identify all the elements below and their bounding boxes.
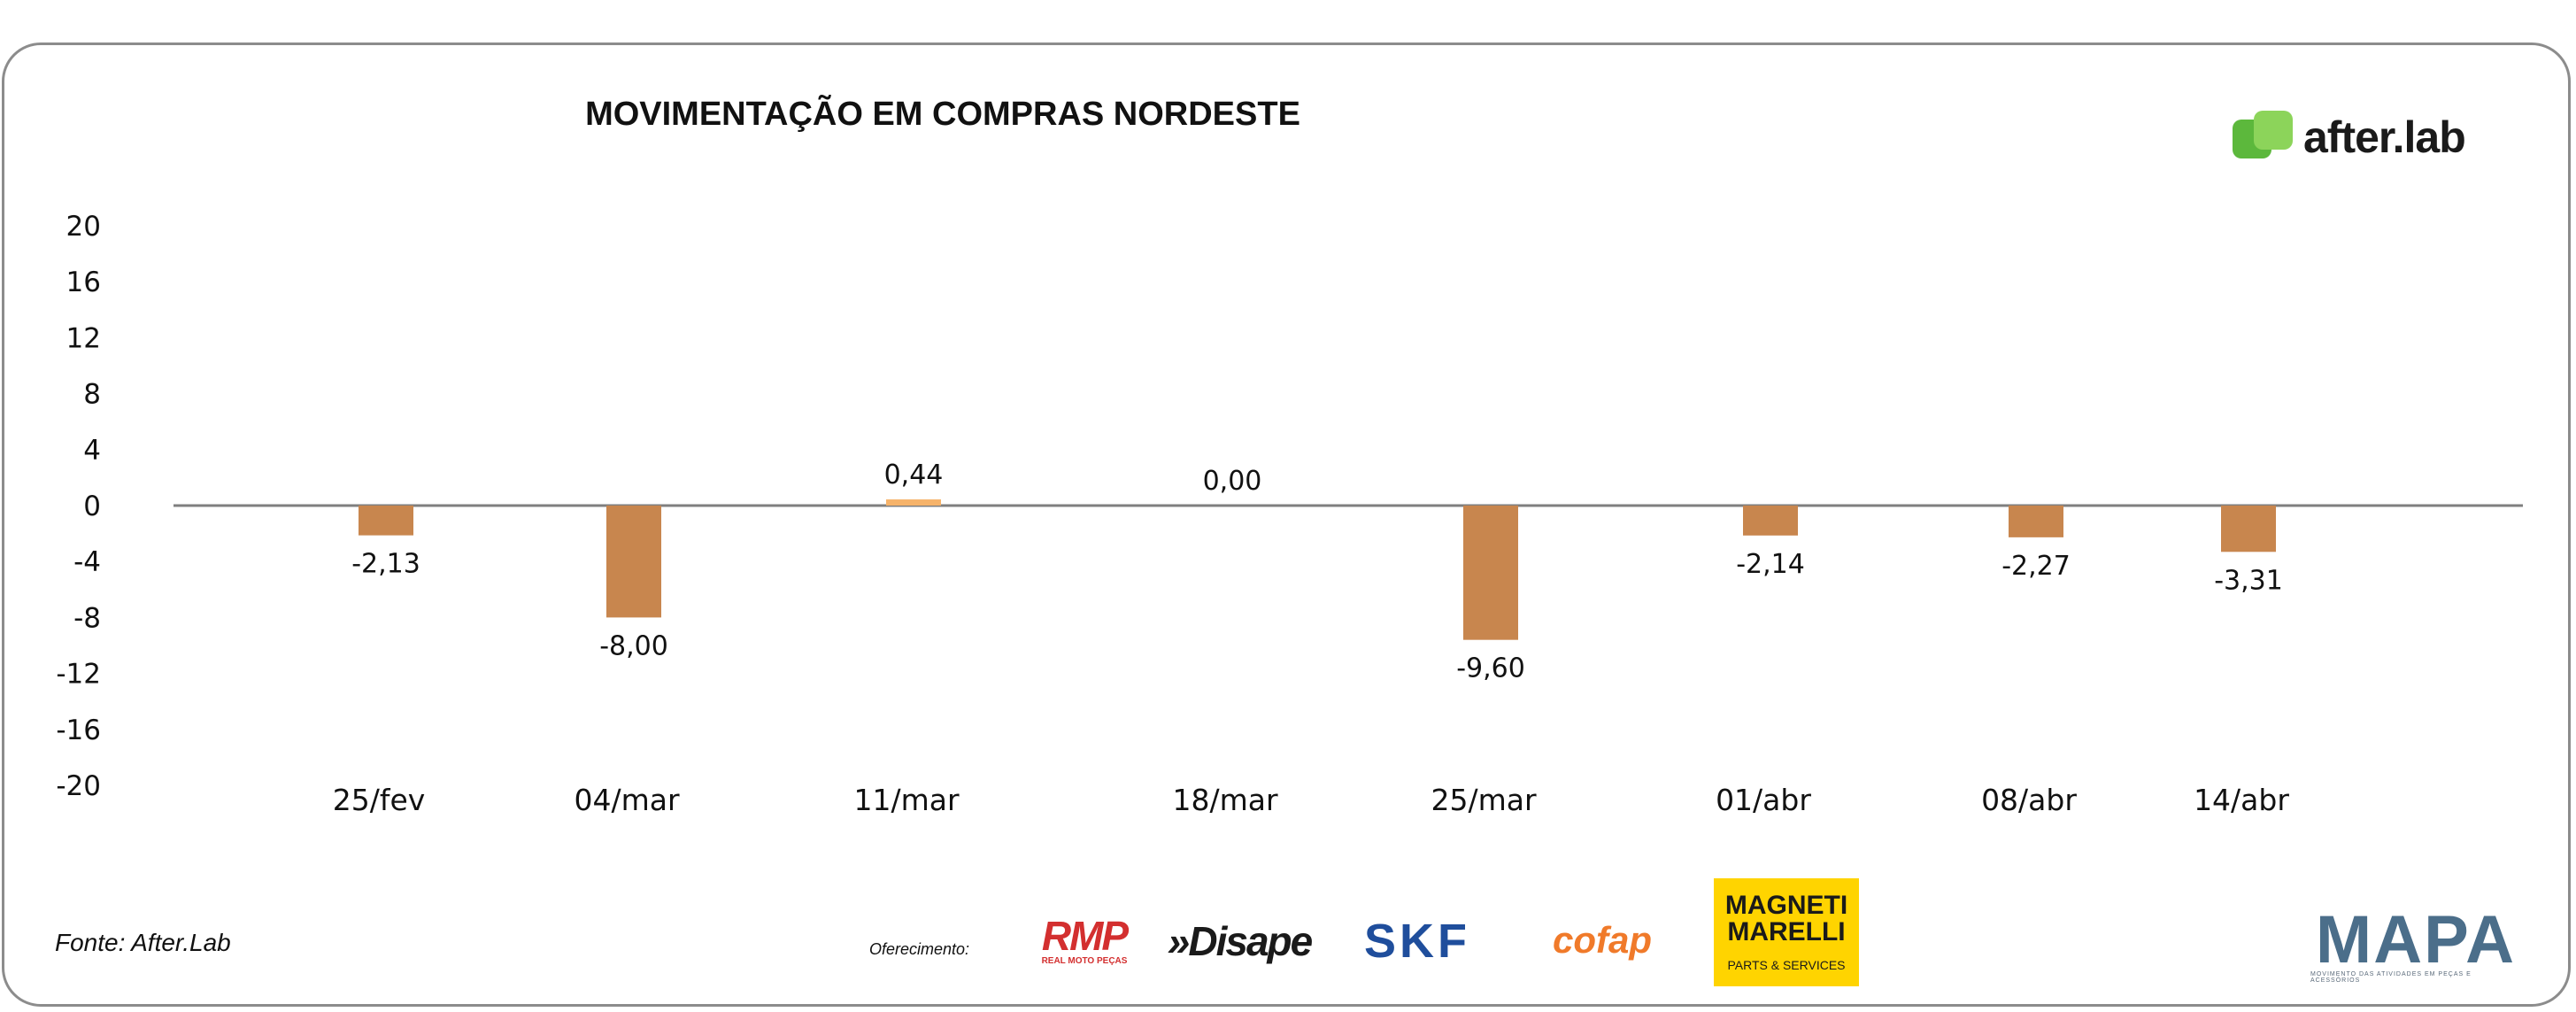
y-tick-label: -12 (56, 659, 101, 691)
x-tick-label: 18/mar (1172, 783, 1277, 817)
y-tick-label: 20 (66, 211, 101, 243)
offer-label: Oferecimento: (869, 940, 970, 958)
x-tick-label: 01/abr (1716, 783, 1811, 817)
disape-logo: »Disape (1167, 918, 1313, 964)
data-label: -2,14 (1736, 549, 1805, 580)
x-tick-label: 25/mar (1431, 783, 1536, 817)
data-label: -2,27 (2001, 551, 2071, 582)
data-label: -2,13 (351, 549, 420, 580)
chart-title: MOVIMENTAÇÃO EM COMPRAS NORDESTE (585, 96, 1300, 133)
data-label: -3,31 (2214, 565, 2283, 596)
bar (1463, 506, 1518, 640)
cofap-logo: cofap (1552, 919, 1652, 961)
bar (2221, 506, 2276, 552)
rmp-logo: RMP REAL MOTO PEÇAS (1027, 914, 1142, 967)
mapa-logo: MAPA MOVIMENTO DAS ATIVIDADES EM PEÇAS E… (2310, 902, 2521, 985)
x-tick-label: 04/mar (574, 783, 679, 817)
x-tick-label: 11/mar (853, 783, 959, 817)
y-tick-label: 4 (83, 435, 101, 467)
source-note: Fonte: After.Lab (55, 929, 231, 956)
y-tick-label: 16 (66, 267, 101, 298)
data-label: -9,60 (1456, 653, 1525, 684)
x-tick-label: 14/abr (2194, 783, 2289, 817)
y-tick-label: -4 (73, 546, 101, 578)
y-tick-label: 8 (83, 379, 101, 411)
magneti-logo-subtitle: PARTS & SERVICES (1727, 958, 1846, 972)
magneti-marelli-logo: MAGNETI MARELLI PARTS & SERVICES (1714, 878, 1859, 986)
magneti-logo-text: MAGNETI MARELLI (1724, 891, 1848, 946)
skf-logo: SKF (1364, 915, 1470, 968)
y-tick-label: 12 (66, 322, 101, 354)
bar (886, 499, 941, 506)
mapa-logo-subtitle: MOVIMENTO DAS ATIVIDADES EM PEÇAS E ACES… (2310, 971, 2472, 984)
rmp-logo-subtitle: REAL MOTO PEÇAS (1041, 955, 1128, 966)
rmp-logo-text: RMP (1041, 912, 1129, 959)
afterlab-mark-icon (2233, 111, 2296, 164)
data-label: 0,44 (884, 460, 944, 491)
data-label: 0,00 (1203, 466, 1262, 497)
bar (359, 506, 413, 536)
bar (1743, 506, 1798, 536)
y-tick-label: -16 (56, 715, 101, 746)
bar (606, 506, 661, 618)
x-tick-label: 25/fev (333, 783, 426, 817)
data-label: -8,00 (599, 630, 668, 661)
x-tick-label: 08/abr (1981, 783, 2077, 817)
afterlab-logo: after.lab (2233, 106, 2466, 168)
brand-name: after.lab (2303, 112, 2466, 162)
bar (2009, 506, 2063, 537)
chart-frame (2, 42, 2571, 1007)
y-tick-label: -20 (56, 770, 101, 802)
y-tick-label: 0 (83, 491, 101, 522)
mapa-logo-text: MAPA (2315, 902, 2517, 977)
y-tick-label: -8 (73, 602, 101, 634)
